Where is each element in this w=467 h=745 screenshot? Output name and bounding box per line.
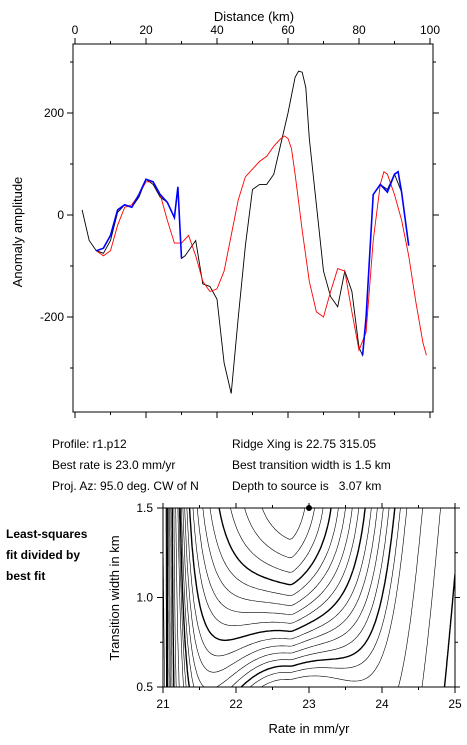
contour-line xyxy=(244,508,315,559)
x-tick-label: 60 xyxy=(281,23,295,37)
plot-frame xyxy=(72,43,434,413)
misfit-contour-chart: 21 22 23 24 25 1.5 1.0 0.5 Rate in mm/yr Transi… xyxy=(107,501,462,736)
contour-description-line: fit divided by xyxy=(6,548,81,562)
contour-line xyxy=(170,508,173,687)
profile-label: Profile: r1.p12 xyxy=(52,437,127,451)
contour-y-axis-title: Transition width in km xyxy=(107,535,122,660)
contour-line xyxy=(181,508,390,687)
contour-line xyxy=(178,508,401,687)
contour-y-tick-label: 1.5 xyxy=(136,501,153,515)
x-tick-label: 40 xyxy=(210,23,224,37)
contour-line xyxy=(169,508,171,687)
y-axis-title: Anomaly amplitude xyxy=(10,177,25,288)
x-tick-label: 20 xyxy=(139,23,153,37)
profile-line-1 xyxy=(96,135,427,356)
anomaly-profile-chart: Distance (km) Anomaly amplitude 0 20 40 60 8… xyxy=(10,9,440,418)
y-tick-label: 200 xyxy=(44,106,64,120)
contour-line xyxy=(173,508,441,687)
contour-line xyxy=(177,508,408,687)
contour-line xyxy=(209,508,339,596)
best-width-label: Best transition width is 1.5 km xyxy=(232,458,391,472)
contour-x-tick-label: 21 xyxy=(156,697,170,711)
contour-x-axis-title: Rate in mm/yr xyxy=(269,721,351,736)
contour-axes: 21 22 23 24 25 1.5 1.0 0.5 xyxy=(136,501,462,711)
projection-azimuth-label: Proj. Az: 95.0 deg. CW of N xyxy=(52,479,199,493)
contour-x-tick-label: 25 xyxy=(448,697,462,711)
profile-line-3 xyxy=(361,170,410,356)
contour-line xyxy=(192,508,360,626)
contour-line xyxy=(230,508,324,573)
ridge-crossing-label: Ridge Xing is 22.75 315.05 xyxy=(232,437,377,451)
contour-line xyxy=(184,508,378,673)
contour-line xyxy=(175,508,423,687)
x-tick-label: 80 xyxy=(352,23,366,37)
x-tick-label: 0 xyxy=(72,23,79,37)
profile-series xyxy=(81,70,427,394)
contour-y-tick-label: 1.0 xyxy=(136,591,153,605)
y-tick-label: -200 xyxy=(40,310,64,324)
x-tick-label: 100 xyxy=(420,23,440,37)
contour-x-tick-label: 22 xyxy=(229,697,243,711)
contour-line xyxy=(188,508,366,641)
y-tick-label: 0 xyxy=(57,208,64,222)
source-depth-label: Depth to source is 3.07 km xyxy=(232,479,382,493)
x-axis-title: Distance (km) xyxy=(214,9,294,24)
contour-line xyxy=(197,508,353,616)
profile-line-2 xyxy=(96,178,183,259)
contour-line xyxy=(261,508,306,540)
contour-x-tick-label: 23 xyxy=(302,697,316,711)
contour-line xyxy=(168,508,170,687)
contour-lines xyxy=(163,508,455,687)
contour-line xyxy=(171,508,455,687)
contour-line xyxy=(202,508,346,606)
contour-line xyxy=(179,508,396,687)
best-fit-marker xyxy=(306,505,312,511)
profile-axes: 0 20 40 60 80 100 200 0 -200 xyxy=(40,23,440,418)
best-rate-label: Best rate is 23.0 mm/yr xyxy=(52,458,176,472)
contour-line xyxy=(182,508,384,687)
contour-line xyxy=(186,508,372,657)
contour-description: Least-squares fit divided by best fit xyxy=(6,524,87,587)
contour-line xyxy=(218,508,332,586)
profile-line-0 xyxy=(81,70,410,394)
contour-description-line: Least-squares xyxy=(6,527,88,541)
contour-description-line: best fit xyxy=(6,569,46,583)
contour-x-tick-label: 24 xyxy=(375,697,389,711)
contour-y-tick-label: 0.5 xyxy=(136,680,153,694)
